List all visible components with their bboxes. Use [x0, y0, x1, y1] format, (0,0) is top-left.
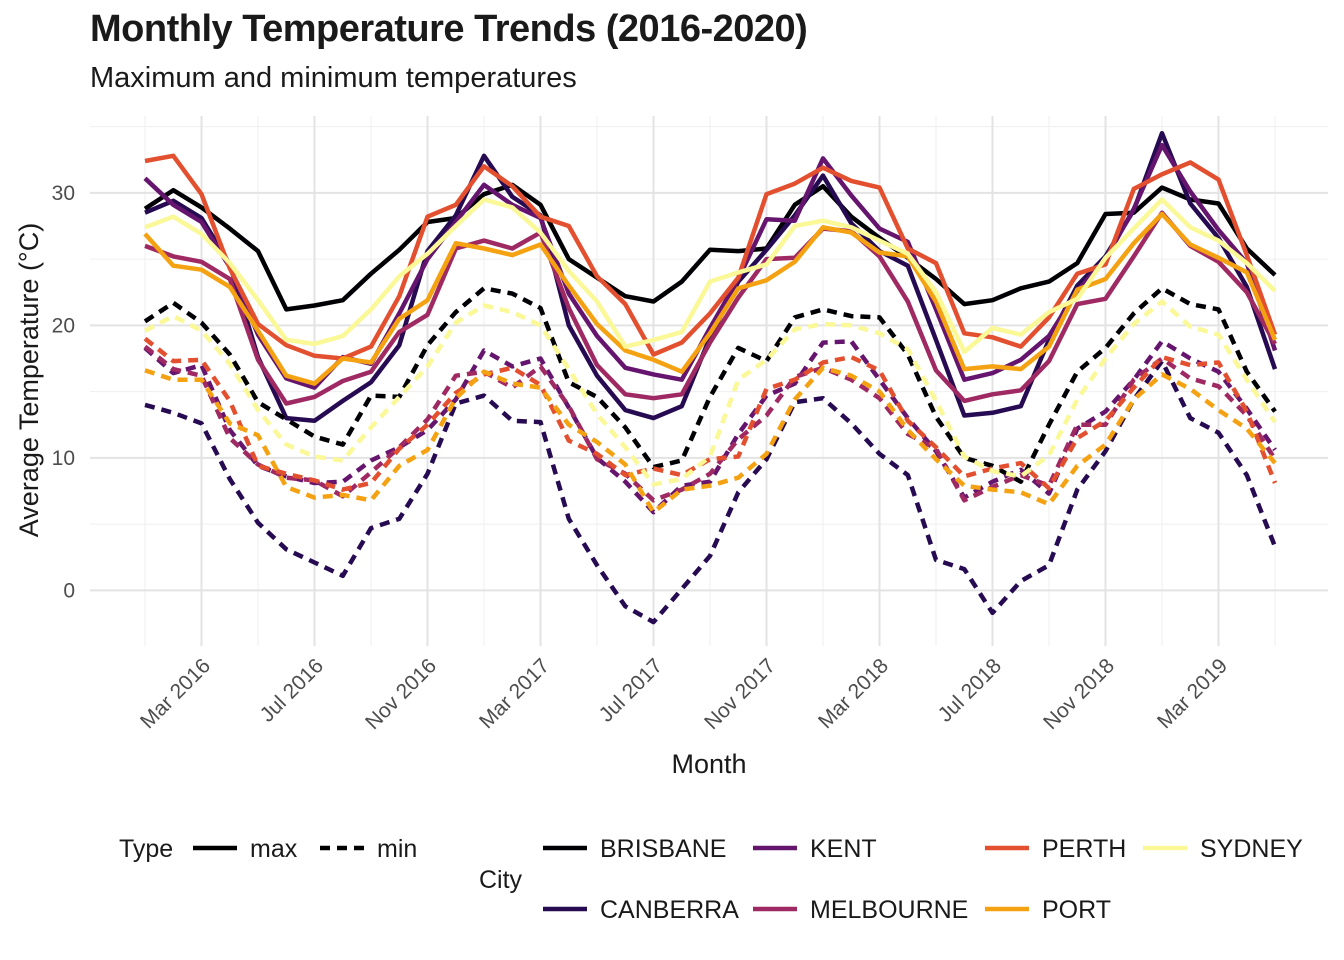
series-line-melbourne-min [143, 344, 1277, 503]
y-axis-title: Average Temperature (°C) [14, 223, 44, 537]
y-tick-label: 0 [63, 579, 75, 602]
series-line-port-min [144, 365, 1277, 515]
legend-label-melbourne: MELBOURNE [810, 896, 968, 924]
x-tick-label: Nov 2018 [1039, 654, 1119, 734]
series-line-canberra-min [144, 358, 1278, 625]
x-axis-ticks: Mar 2016 Jul 2016 Nov 2016 Mar 2017 Jul 2017… [136, 654, 1232, 734]
series-line-perth-max [144, 153, 1278, 361]
x-tick-label: Mar 2018 [814, 654, 893, 733]
x-tick-label: Nov 2016 [361, 654, 441, 734]
series-line-sydney-min [143, 299, 1277, 487]
legend-label-kent: KENT [810, 835, 877, 863]
legend-label-max: max [250, 835, 298, 863]
x-tick-label: Mar 2017 [475, 654, 554, 733]
x-axis-title: Month [671, 749, 746, 779]
x-tick-label: Jul 2018 [934, 654, 1006, 726]
series-line-canberra-max [144, 130, 1278, 424]
legend: Type max min City BRISBANE CANBERRA KENT MELBOU… [119, 835, 1303, 924]
y-tick-label: 30 [52, 182, 75, 205]
series-lines [143, 130, 1278, 625]
series-line-melbourne-max [144, 210, 1277, 406]
x-tick-label: Mar 2019 [1153, 654, 1232, 733]
y-tick-label: 10 [52, 447, 75, 470]
x-tick-label: Mar 2016 [136, 654, 215, 733]
series-line-brisbane-max [143, 182, 1277, 312]
x-tick-label: Jul 2016 [256, 654, 328, 726]
x-tick-label: Jul 2017 [595, 654, 667, 726]
series-line-brisbane-min [143, 286, 1277, 484]
y-tick-label: 20 [52, 314, 75, 337]
y-axis-ticks: 0 10 20 30 [52, 182, 75, 602]
legend-label-sydney: SYDNEY [1200, 835, 1303, 863]
x-tick-label: Nov 2017 [700, 654, 780, 734]
series-line-sydney-max [144, 197, 1277, 355]
chart-subtitle: Maximum and minimum temperatures [90, 62, 577, 94]
legend-label-min: min [377, 835, 417, 863]
legend-label-port: PORT [1042, 896, 1111, 924]
series-line-perth-min [143, 336, 1278, 492]
legend-label-perth: PERTH [1042, 835, 1126, 863]
legend-label-brisbane: BRISBANE [600, 835, 726, 863]
legend-city-title: City [479, 866, 523, 894]
chart-title: Monthly Temperature Trends (2016-2020) [90, 8, 808, 50]
legend-type-title: Type [119, 835, 173, 863]
legend-label-canberra: CANBERRA [600, 896, 739, 924]
